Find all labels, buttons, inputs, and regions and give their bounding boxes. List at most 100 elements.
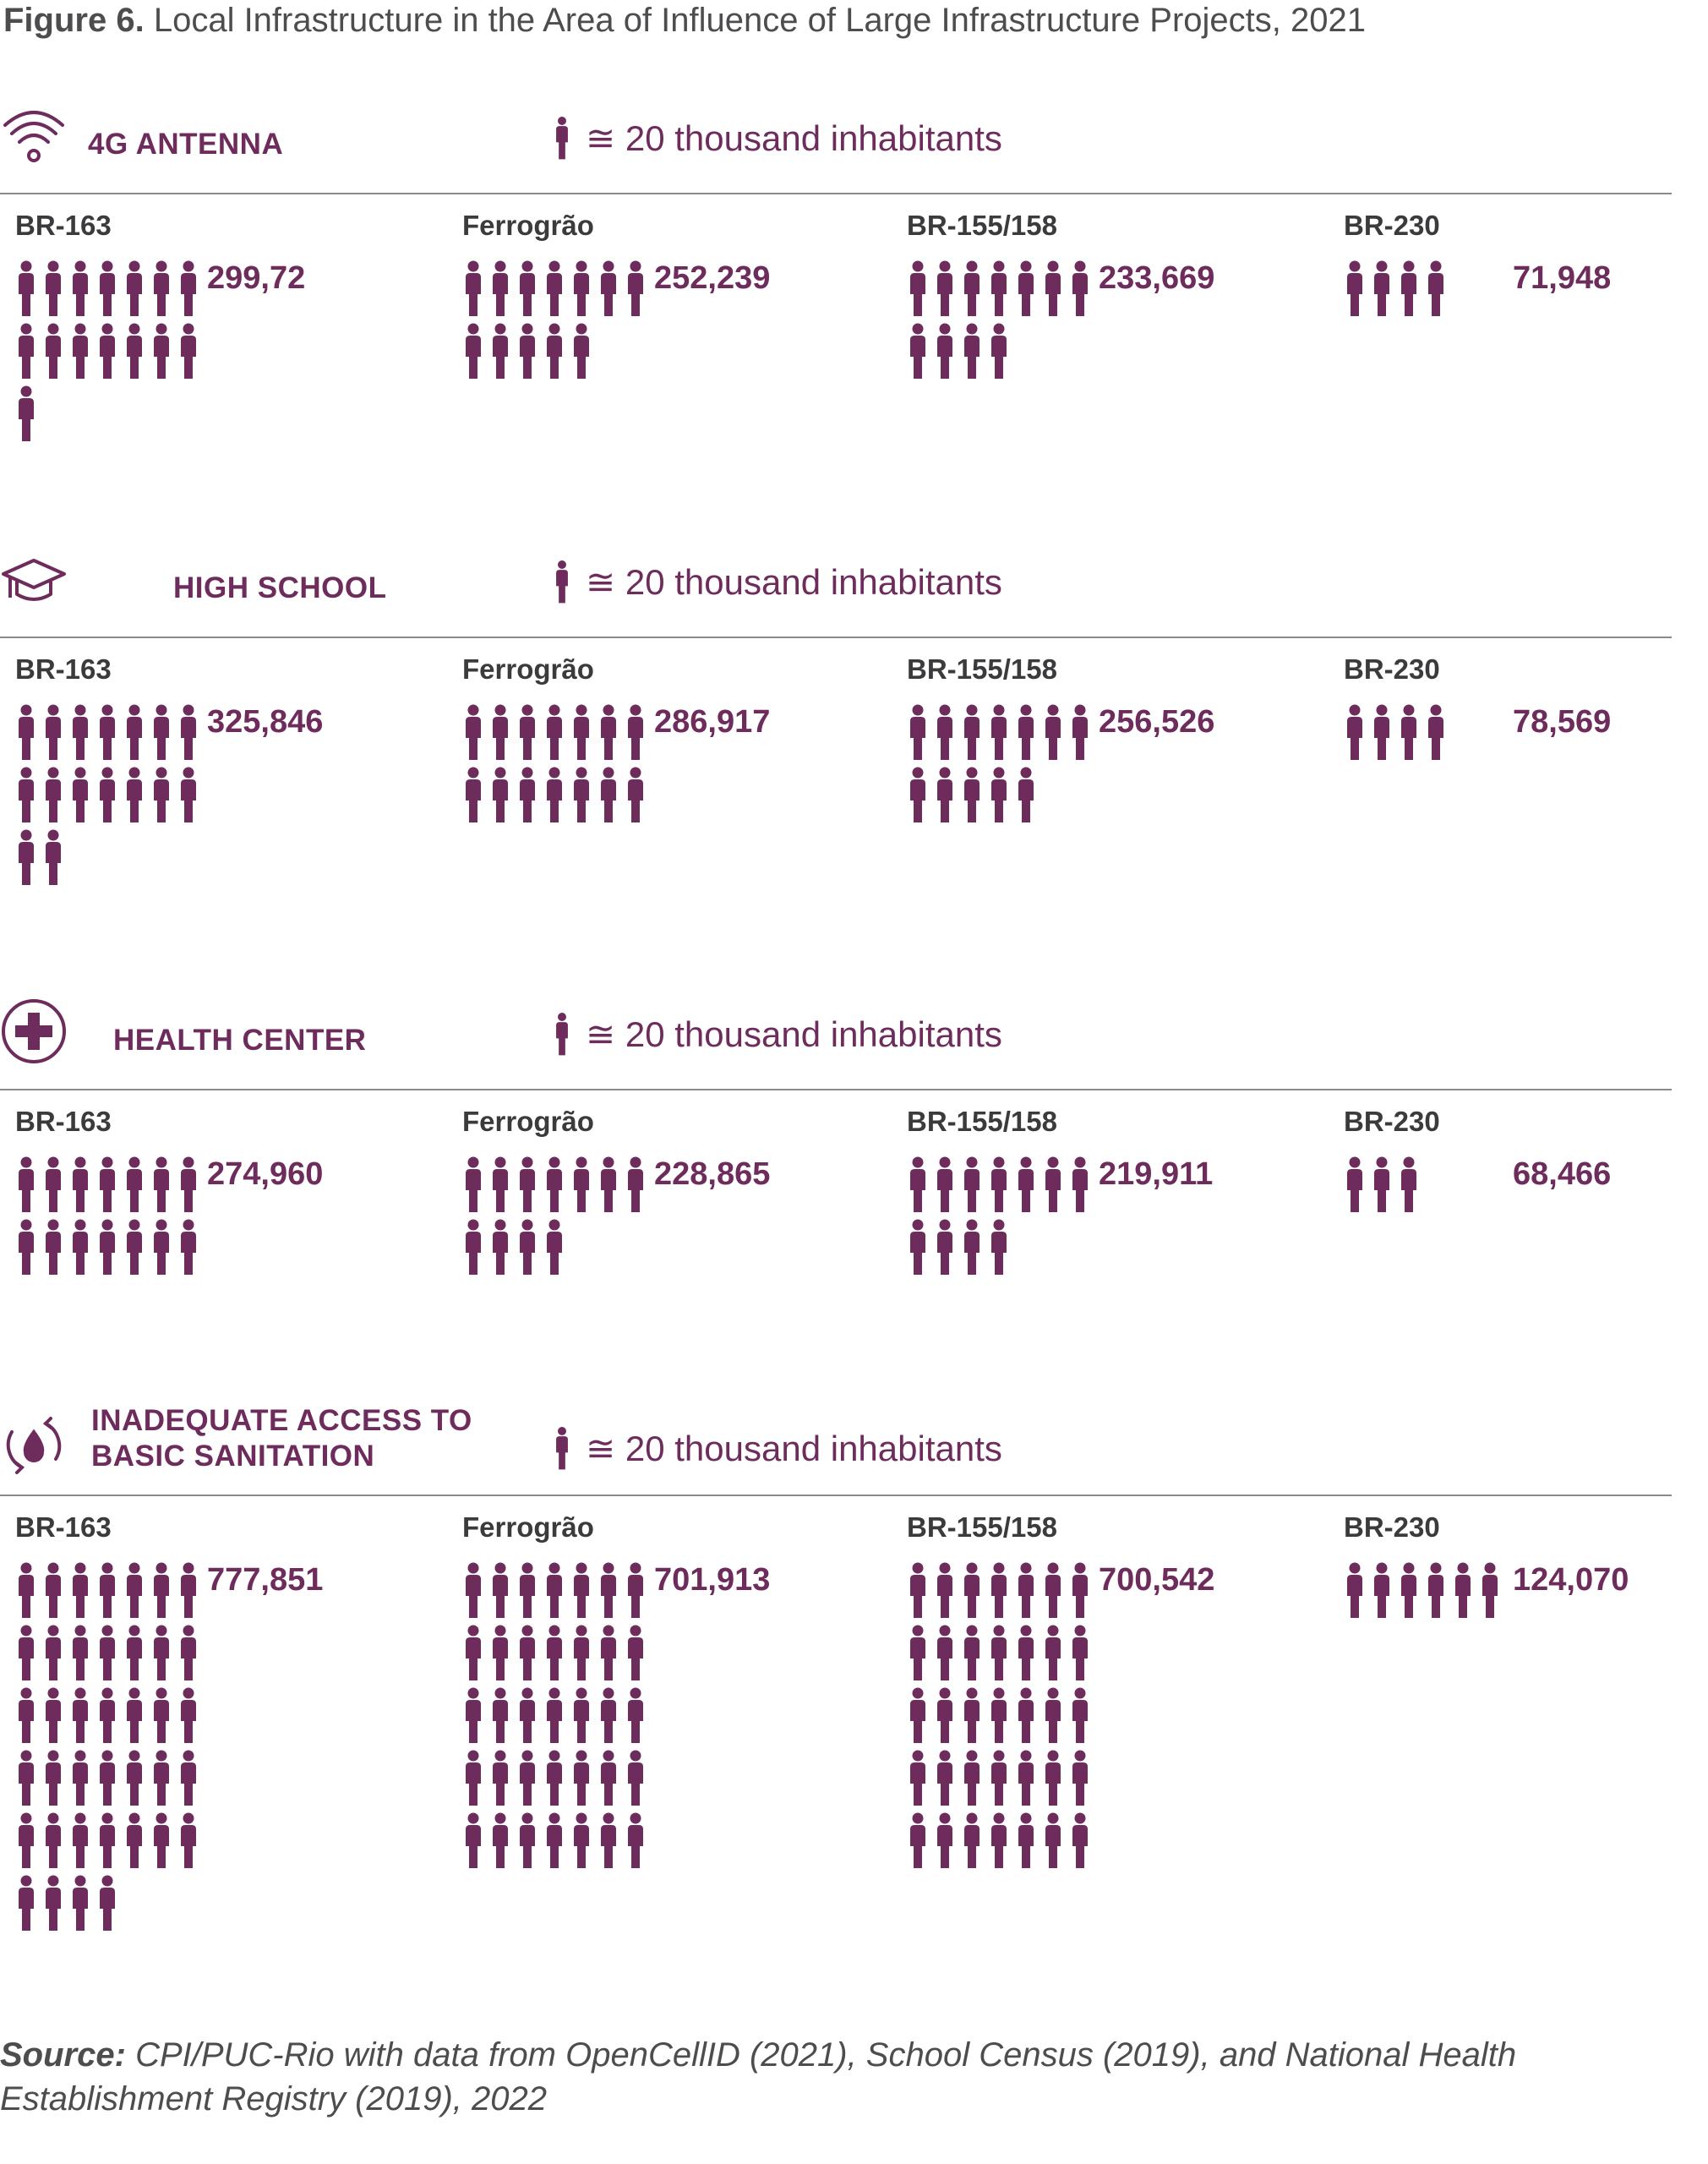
person-icon: [181, 1156, 196, 1212]
person-icon: [547, 1156, 562, 1212]
person-icon: [19, 1687, 34, 1743]
person-icon: [991, 1812, 1007, 1868]
project-name: BR-163: [15, 653, 112, 685]
person-icon: [991, 767, 1007, 822]
person-icon: [628, 767, 643, 822]
person-icon: [73, 323, 88, 379]
project-name: Ferrogrão: [462, 1511, 594, 1543]
pictograph-grid: [907, 1156, 1091, 1275]
section-high-school: HIGH SCHOOL ≅ 20 thousand inhabitants BR-1…: [0, 545, 1673, 985]
person-icon: [991, 323, 1007, 379]
person-icon: [466, 260, 481, 316]
pictograph-grid: [15, 704, 199, 885]
pictograph-grid: [462, 1562, 647, 1868]
person-icon: [154, 1687, 169, 1743]
person-icon: [1045, 704, 1061, 760]
person-icon: [1072, 704, 1088, 760]
project-name: BR-155/158: [907, 653, 1057, 685]
person-icon: [964, 260, 980, 316]
project-value: 124,070: [1513, 1562, 1629, 1598]
person-icon: [19, 1562, 34, 1618]
person-icon: [73, 1156, 88, 1212]
person-icon: [466, 1812, 481, 1868]
person-icon: [547, 704, 562, 760]
project-value: 228,865: [654, 1156, 771, 1192]
person-icon: [601, 1687, 616, 1743]
person-icon: [181, 1812, 196, 1868]
legend: ≅ 20 thousand inhabitants: [554, 1006, 1002, 1062]
section-label-line-1: INADEQUATE ACCESS TO: [91, 1404, 472, 1437]
person-icon: [100, 1812, 115, 1868]
person-icon: [100, 1219, 115, 1275]
person-icon: [1045, 1687, 1061, 1743]
section-divider: [0, 1495, 1672, 1496]
legend: ≅ 20 thousand inhabitants: [554, 110, 1002, 166]
project-name: BR-230: [1344, 1106, 1440, 1137]
person-icon: [46, 1625, 61, 1680]
project-name: BR-155/158: [907, 1106, 1057, 1137]
project-name: Ferrogrão: [462, 210, 594, 241]
person-icon: [937, 260, 952, 316]
water-cycle-icon: [0, 1412, 68, 1479]
project-value: 68,466: [1513, 1156, 1612, 1192]
person-icon: [964, 1750, 980, 1806]
legend-text: ≅ 20 thousand inhabitants: [586, 561, 1002, 602]
person-icon: [991, 1625, 1007, 1680]
project-value: 256,526: [1099, 704, 1215, 740]
project-value: 286,917: [654, 704, 771, 740]
person-icon: [127, 1562, 142, 1618]
person-icon: [937, 704, 952, 760]
person-icon: [181, 704, 196, 760]
project-value: 274,960: [207, 1156, 324, 1192]
person-icon: [601, 1562, 616, 1618]
person-icon: [991, 1750, 1007, 1806]
person-icon: [964, 1812, 980, 1868]
project-value: 325,846: [207, 704, 324, 740]
person-icon: [493, 1750, 508, 1806]
person-icon: [547, 1812, 562, 1868]
person-icon: [46, 323, 61, 379]
person-icon: [1072, 1156, 1088, 1212]
person-icon: [466, 1625, 481, 1680]
person-icon: [1018, 704, 1034, 760]
person-icon: [910, 704, 925, 760]
pictograph-grid: [907, 1562, 1091, 1868]
person-icon: [1045, 260, 1061, 316]
person-icon: [991, 1156, 1007, 1212]
person-icon: [1482, 1562, 1498, 1618]
person-icon: [601, 1156, 616, 1212]
pictograph-grid: [462, 1156, 647, 1275]
person-icon: [910, 1750, 925, 1806]
pictograph-grid: [15, 1562, 199, 1931]
person-icon: [46, 1750, 61, 1806]
person-icon: [46, 767, 61, 822]
project-value: 299,72: [207, 260, 306, 296]
person-icon: [154, 704, 169, 760]
person-icon: [574, 1562, 589, 1618]
person-icon: [46, 1562, 61, 1618]
section-label: 4G ANTENNA: [88, 128, 284, 161]
person-icon: [520, 1625, 535, 1680]
person-icon: [100, 1625, 115, 1680]
person-icon: [520, 1219, 535, 1275]
person-icon: [1018, 1687, 1034, 1743]
person-icon: [100, 1750, 115, 1806]
person-icon: [19, 1812, 34, 1868]
person-icon: [127, 704, 142, 760]
person-icon: [1072, 1812, 1088, 1868]
person-icon: [466, 323, 481, 379]
person-icon: [181, 1625, 196, 1680]
person-icon: [547, 1219, 562, 1275]
person-icon: [910, 767, 925, 822]
person-icon: [1018, 260, 1034, 316]
section-4g-antenna: 4G ANTENNA ≅ 20 thousand inhabitants BR-16…: [0, 101, 1673, 541]
figure-label: Figure 6.: [3, 2, 145, 39]
person-icon: [127, 1219, 142, 1275]
person-icon: [466, 704, 481, 760]
person-icon: [493, 323, 508, 379]
person-icon: [154, 1625, 169, 1680]
section-health-center: HEALTH CENTER ≅ 20 thousand inhabitants BR…: [0, 997, 1673, 1437]
person-icon: [181, 767, 196, 822]
legend-person-icon: [556, 1013, 568, 1056]
person-icon: [1072, 1562, 1088, 1618]
